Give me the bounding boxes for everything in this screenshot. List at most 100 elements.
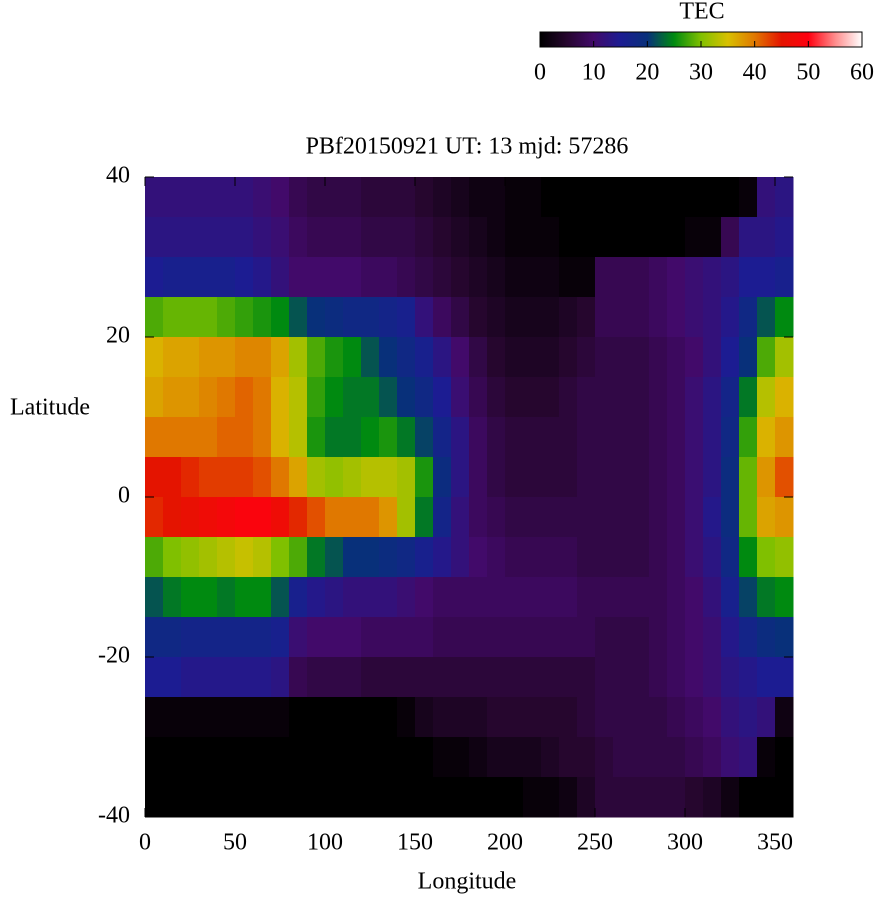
heat-cell (415, 577, 434, 618)
heat-cell (199, 217, 218, 258)
heat-cell (469, 737, 488, 778)
heat-cell (343, 577, 362, 618)
heat-cell (379, 537, 398, 578)
heat-cell (361, 537, 380, 578)
heat-cell (361, 417, 380, 458)
heat-cell (397, 777, 416, 818)
heat-cell (235, 337, 254, 378)
heat-cell (379, 217, 398, 258)
heat-cell (361, 217, 380, 258)
heat-cell (559, 577, 578, 618)
heat-cell (235, 377, 254, 418)
heat-cell (451, 577, 470, 618)
heat-cell (667, 337, 686, 378)
heat-cell (631, 257, 650, 298)
heat-cell (289, 617, 308, 658)
heat-cell (775, 657, 794, 698)
heat-cell (721, 577, 740, 618)
heat-cell (667, 737, 686, 778)
heat-cell (253, 337, 272, 378)
heat-cell (325, 377, 344, 418)
heat-cell (145, 577, 164, 618)
heat-cell (685, 297, 704, 338)
heat-cell (451, 257, 470, 298)
heat-cell (451, 337, 470, 378)
heat-cell (775, 697, 794, 738)
heat-cell (253, 457, 272, 498)
heat-cell (523, 577, 542, 618)
heat-cell (541, 577, 560, 618)
heat-cell (235, 777, 254, 818)
colorbar-tick-label: 20 (635, 60, 659, 86)
heat-cell (325, 537, 344, 578)
heat-cell (739, 737, 758, 778)
colorbar-tick-label: 0 (534, 60, 546, 86)
heat-cell (541, 777, 560, 818)
heat-cell (235, 457, 254, 498)
heat-cell (163, 337, 182, 378)
x-tick-label: 350 (757, 830, 793, 856)
heat-cell (595, 457, 614, 498)
heat-cell (433, 177, 452, 218)
heat-cell (307, 777, 326, 818)
heat-cell (541, 737, 560, 778)
heat-cell (415, 617, 434, 658)
heat-cell (613, 537, 632, 578)
heat-cell (379, 657, 398, 698)
heat-cell (163, 777, 182, 818)
heat-cell (595, 777, 614, 818)
heat-cell (469, 777, 488, 818)
heat-cell (613, 337, 632, 378)
heat-cell (181, 457, 200, 498)
x-tick-label: 0 (139, 830, 151, 856)
heat-cell (199, 497, 218, 538)
heat-cell (487, 377, 506, 418)
x-tick-label: 200 (487, 830, 523, 856)
heat-cell (307, 457, 326, 498)
heat-cell (685, 577, 704, 618)
heat-cell (631, 377, 650, 418)
x-axis-label: Longitude (418, 869, 517, 895)
heat-cell (289, 217, 308, 258)
heat-cell (685, 657, 704, 698)
heat-cell (757, 577, 776, 618)
heat-cell (217, 337, 236, 378)
heat-cell (415, 497, 434, 538)
x-tick-label: 300 (667, 830, 703, 856)
heat-cell (523, 457, 542, 498)
heat-cell (541, 697, 560, 738)
heat-cell (343, 737, 362, 778)
heat-cell (343, 537, 362, 578)
heat-cell (577, 217, 596, 258)
heat-cell (487, 697, 506, 738)
heat-cell (271, 577, 290, 618)
heat-cell (307, 577, 326, 618)
heat-cell (685, 537, 704, 578)
heat-cell (199, 417, 218, 458)
heat-cell (595, 697, 614, 738)
heat-cell (343, 617, 362, 658)
heat-cell (433, 617, 452, 658)
heat-cell (325, 577, 344, 618)
heat-cell (397, 537, 416, 578)
colorbar-tick-label: 60 (850, 60, 874, 86)
colorbar-tick-label: 50 (796, 60, 820, 86)
heat-cell (145, 497, 164, 538)
heat-cell (559, 217, 578, 258)
heat-cell (595, 577, 614, 618)
heat-cell (451, 537, 470, 578)
heat-cell (775, 457, 794, 498)
heat-cell (595, 297, 614, 338)
heat-cell (631, 697, 650, 738)
heat-cell (685, 777, 704, 818)
heat-cell (343, 377, 362, 418)
heat-cell (253, 737, 272, 778)
heat-cell (271, 177, 290, 218)
heat-cell (433, 497, 452, 538)
heat-cell (163, 657, 182, 698)
heat-cell (613, 417, 632, 458)
heat-cell (343, 657, 362, 698)
heat-cell (739, 257, 758, 298)
heat-cell (613, 377, 632, 418)
